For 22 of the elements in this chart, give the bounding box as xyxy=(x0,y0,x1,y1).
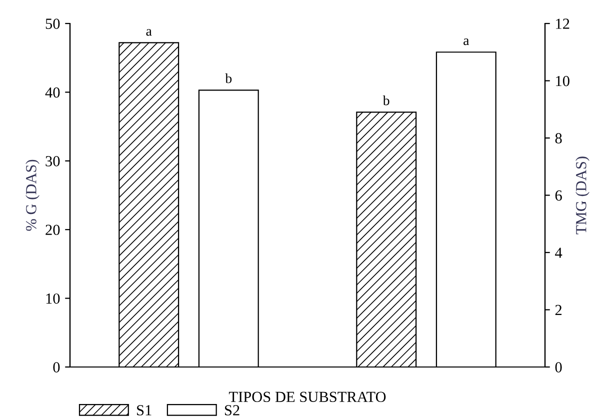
x-axis-title: TIPOS DE SUBSTRATO xyxy=(228,392,386,402)
y2-tick-label: 2 xyxy=(555,304,562,316)
y-tick-label: 0 xyxy=(53,362,60,372)
y-tick-label: 40 xyxy=(45,87,60,98)
y-axis-title: % G (DAS) xyxy=(26,160,40,231)
y2-tick-label: 8 xyxy=(555,133,562,144)
y-tick-label: 50 xyxy=(46,18,60,29)
data-label: b xyxy=(225,73,232,84)
y2-tick-label: 4 xyxy=(555,248,562,258)
data-label: b xyxy=(382,95,390,106)
legend-label: S2 xyxy=(224,405,240,416)
y-tick-label: 10 xyxy=(46,293,60,304)
y2-tick-label: 10 xyxy=(556,76,570,86)
y2-axis-title: TMG (DAS) xyxy=(576,156,590,234)
y2-tick-label: 6 xyxy=(555,190,562,201)
data-label: a xyxy=(146,29,152,36)
y-tick-label: 30 xyxy=(46,156,60,166)
data-label: a xyxy=(464,38,470,46)
y2-tick-label: 0 xyxy=(555,362,562,372)
y2-tick-label: 12 xyxy=(556,18,570,29)
legend-label: S1 xyxy=(137,405,152,416)
y-tick-label: 20 xyxy=(46,224,60,236)
